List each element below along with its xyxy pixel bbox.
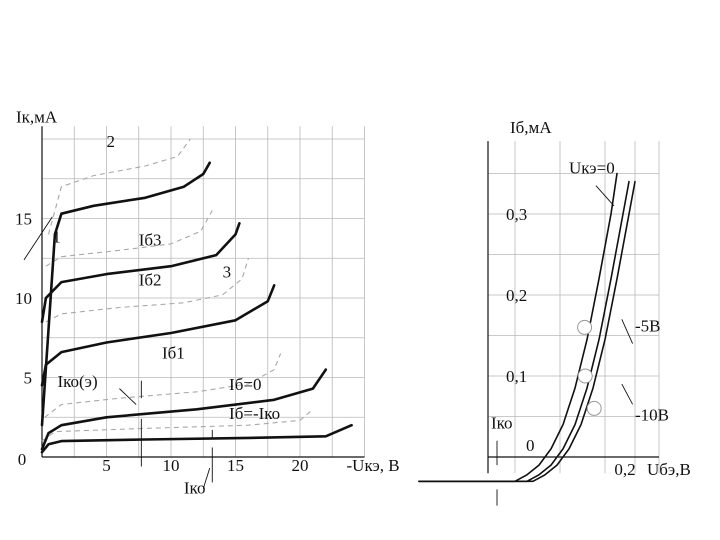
base-input-characteristics-chart: 0 0,1 0,2 0,3 0,2 Uкэ=0 -5В -10В Iко Iб,мА Uбэ,… [418, 118, 691, 506]
right-marker-0 [577, 319, 593, 335]
right-tick-labels: 0 0,1 0,2 0,3 0,2 [506, 205, 636, 479]
right-x-axis-label: Uбэ,В [647, 460, 691, 479]
left-curve-3 [40, 222, 241, 324]
left-x-tick-label: 5 [102, 456, 111, 475]
right-y-tick-label: 0,3 [506, 205, 527, 224]
right-y-tick-label: 0,1 [506, 367, 527, 386]
right-x-tick-label: 0,2 [614, 460, 635, 479]
left-curve-4 [40, 161, 211, 427]
left-curve-1 [40, 368, 328, 451]
left-leader-lines [23, 216, 213, 489]
right-curve-0 [418, 172, 618, 483]
left-annotation-label: Iб=0 [229, 375, 261, 394]
left-grid [41, 126, 365, 457]
left-y-tick-label: 5 [24, 369, 33, 388]
left-x-tick-label: 0 [18, 450, 27, 469]
right-leader-10v [621, 383, 633, 405]
right-curve-1 [418, 180, 630, 483]
left-dashed-curve-8 [45, 210, 213, 267]
left-annotation-label: Iко(э) [57, 372, 97, 391]
left-x-tick-label: 10 [163, 456, 180, 475]
left-annotation-label: 1 [52, 227, 61, 246]
left-x-axis-label: -Uкэ, В [347, 456, 400, 475]
left-annotation-label: Iб3 [139, 231, 162, 250]
right-axes [487, 141, 659, 474]
right-y-tick-label: 0,2 [506, 286, 527, 305]
right-leader-ukz0 [595, 185, 615, 207]
left-dashed-curve-6 [44, 353, 282, 418]
left-dashed-curves [41, 138, 314, 442]
left-y-tick-label: 10 [15, 289, 32, 308]
right-annotations: Uкэ=0 -5В -10В Iко [491, 159, 669, 433]
right-y-tick-label: 0 [526, 436, 535, 455]
right-leader-5v [621, 319, 634, 344]
right-y-axis-label: Iб,мА [510, 118, 552, 137]
left-annotation-label: 2 [107, 132, 116, 151]
left-leader-1 [23, 216, 53, 261]
right-leader-lines [496, 185, 634, 506]
right-marker-2 [586, 400, 602, 416]
left-leader-iko-e [119, 388, 137, 405]
right-annotation-label: -10В [635, 406, 669, 425]
left-y-axis-label: Iк,мА [16, 107, 58, 126]
left-x-tick-label: 20 [292, 456, 309, 475]
left-dashed-curve-9 [47, 138, 191, 235]
left-solid-curves [40, 161, 353, 454]
left-annotation-label: Iко [184, 479, 206, 498]
left-annotations: 1 2 3 Iб3 Iб2 Iб1 Iб=0 Iб=-Iко Iко(э) Iко [52, 132, 280, 498]
left-leader-iko-slant [202, 467, 211, 489]
right-annotation-label: Uкэ=0 [569, 159, 615, 178]
right-annotation-label: -5В [635, 316, 661, 335]
right-curves [418, 172, 636, 483]
left-annotation-label: Iб2 [139, 270, 162, 289]
right-curve-2 [418, 180, 636, 483]
left-x-tick-label: 15 [227, 456, 244, 475]
left-axes [41, 126, 365, 458]
left-dashed-curve-5 [41, 408, 314, 442]
right-annotation-label: Iко [491, 414, 513, 433]
left-curve-0 [40, 423, 353, 454]
left-curve-2 [40, 284, 276, 387]
left-annotation-label: Iб=-Iко [229, 404, 280, 423]
left-tick-labels: 0 5 10 15 20 5 10 15 [15, 210, 309, 476]
left-annotation-label: Iб1 [162, 343, 185, 362]
collector-characteristics-chart: 0 5 10 15 20 5 10 15 1 2 3 Iб3 Iб2 Iб1 Iб=0 Iб=-Iко Iко… [15, 107, 400, 497]
left-annotation-label: 3 [223, 262, 232, 281]
left-y-tick-label: 15 [15, 210, 32, 229]
right-marker-1 [577, 368, 593, 384]
right-markers [577, 319, 602, 416]
